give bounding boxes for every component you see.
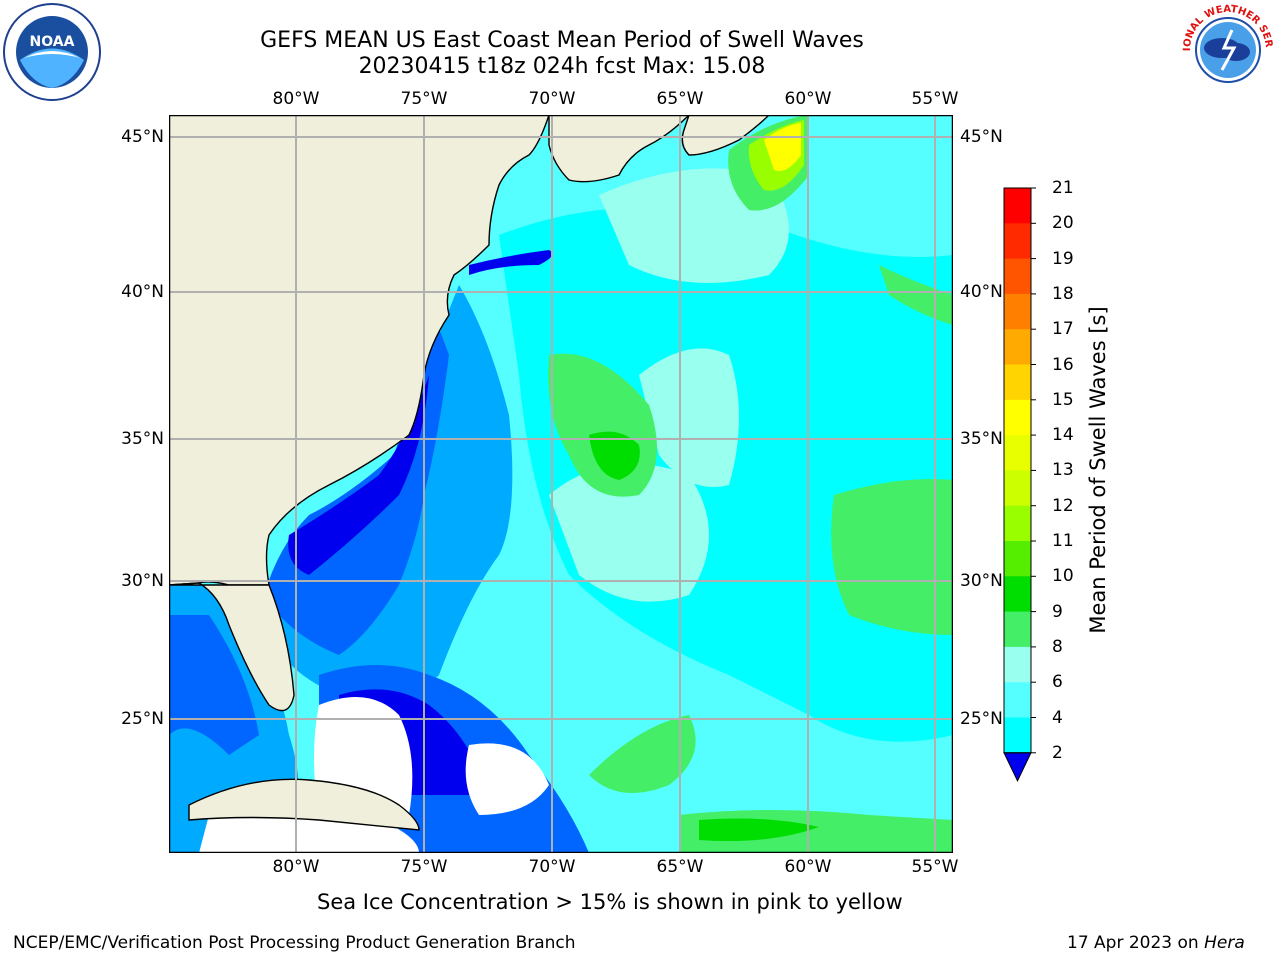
chart-subtitle: 20230415 t18z 024h fcst Max: 15.08 [358, 54, 766, 79]
lat-label-right: 45°N [960, 127, 1003, 147]
map-frame [168, 114, 954, 854]
footer-machine: Hera [1204, 933, 1245, 953]
lon-label-top: 65°W [656, 89, 704, 109]
sea-ice-note: Sea Ice Concentration > 15% is shown in … [317, 890, 903, 914]
lat-label-left: 40°N [121, 282, 164, 302]
colorbar-band [1004, 505, 1031, 542]
contour-8s-center [639, 348, 739, 487]
colorbar-tick-label: 4 [1052, 707, 1063, 728]
colorbar-band [1004, 435, 1031, 471]
footer-credit: NCEP/EMC/Verification Post Processing Pr… [13, 933, 576, 953]
colorbar-band [1004, 576, 1031, 613]
colorbar-title: Mean Period of Swell Waves [s] [1086, 306, 1110, 634]
colorbar-tick-label: 13 [1052, 460, 1074, 481]
contour-9s-east [831, 479, 953, 635]
colorbar-tick-label: 20 [1052, 213, 1074, 234]
lon-label-bottom: 70°W [528, 857, 576, 877]
colorbar-tick-label: 2 [1052, 742, 1063, 763]
lat-label-left: 45°N [121, 127, 164, 147]
lon-label-top: 80°W [272, 89, 320, 109]
lon-label-bottom: 80°W [272, 857, 320, 877]
lat-label-right: 35°N [960, 429, 1003, 449]
graticule [169, 115, 953, 853]
lon-label-top: 55°W [911, 89, 959, 109]
colorbar-band [1004, 223, 1031, 260]
new-brunswick-land [681, 114, 771, 156]
colorbar-extend-arrow [1003, 752, 1032, 782]
colorbar-band [1004, 717, 1031, 754]
colorbar-tick-label: 11 [1052, 531, 1074, 551]
lat-label-right: 25°N [960, 709, 1003, 729]
contour-8s [549, 463, 709, 602]
chart-title: GEFS MEAN US East Coast Mean Period of S… [260, 28, 864, 53]
nws-logo: NATIONAL WEATHER SERVICE [1174, 0, 1278, 100]
colorbar-tick-label: 17 [1052, 319, 1074, 340]
colorbar-band [1004, 541, 1031, 577]
colorbar-band [1004, 364, 1031, 401]
lon-label-top: 70°W [528, 89, 576, 109]
contour-below-2s-nyc [469, 250, 553, 275]
footer-date: 17 Apr 2023 on Hera [1067, 933, 1245, 953]
contour-below-2s-coastal [288, 375, 429, 575]
colorbar [1000, 186, 1060, 786]
us-land [168, 114, 550, 586]
cuba-land [188, 778, 420, 831]
colorbar-tick-label: 15 [1052, 389, 1074, 410]
lon-label-top: 60°W [784, 89, 832, 109]
colorbar-band [1004, 611, 1031, 648]
colorbar-tick-label: 16 [1052, 354, 1074, 375]
lat-label-right: 30°N [960, 571, 1003, 591]
colorbar-band [1004, 399, 1031, 436]
colorbar-tick-label: 19 [1052, 248, 1074, 269]
colorbar-tick-label: 6 [1052, 672, 1063, 693]
lat-label-right: 40°N [960, 282, 1003, 302]
lon-label-bottom: 75°W [400, 857, 448, 877]
florida-land [168, 582, 295, 712]
noaa-logo: NOAA [2, 2, 102, 102]
colorbar-tick-label: 8 [1052, 636, 1063, 657]
colorbar-tick-label: 18 [1052, 283, 1074, 304]
colorbar-tick-label: 10 [1052, 566, 1074, 587]
noaa-logo-text: NOAA [30, 34, 75, 50]
colorbar-band [1004, 646, 1031, 683]
colorbar-band [1004, 470, 1031, 507]
lon-label-bottom: 55°W [911, 857, 959, 877]
lon-label-top: 75°W [400, 89, 448, 109]
colorbar-tick-label: 21 [1052, 178, 1074, 198]
colorbar-band [1004, 258, 1031, 295]
colorbar-band [1004, 293, 1031, 330]
contour-10s-center [589, 431, 640, 480]
contour-9s-south [589, 715, 696, 793]
colorbar-band [1004, 188, 1031, 224]
lon-label-bottom: 65°W [656, 857, 704, 877]
swell-period-map [168, 114, 954, 854]
lat-label-left: 35°N [121, 429, 164, 449]
colorbar-tick-label: 14 [1052, 425, 1074, 446]
bahamas-mask-east [465, 743, 549, 815]
colorbar-tick-label: 12 [1052, 495, 1074, 516]
contour-15s-novascotia [764, 123, 801, 171]
colorbar-band [1004, 329, 1031, 365]
lat-label-left: 30°N [121, 571, 164, 591]
lat-label-left: 25°N [121, 709, 164, 729]
colorbar-tick-label: 9 [1052, 601, 1063, 622]
footer-date-text: 17 Apr 2023 on [1067, 933, 1199, 953]
lon-label-bottom: 60°W [784, 857, 832, 877]
colorbar-band [1004, 682, 1031, 718]
contour-10s-south [699, 818, 819, 842]
